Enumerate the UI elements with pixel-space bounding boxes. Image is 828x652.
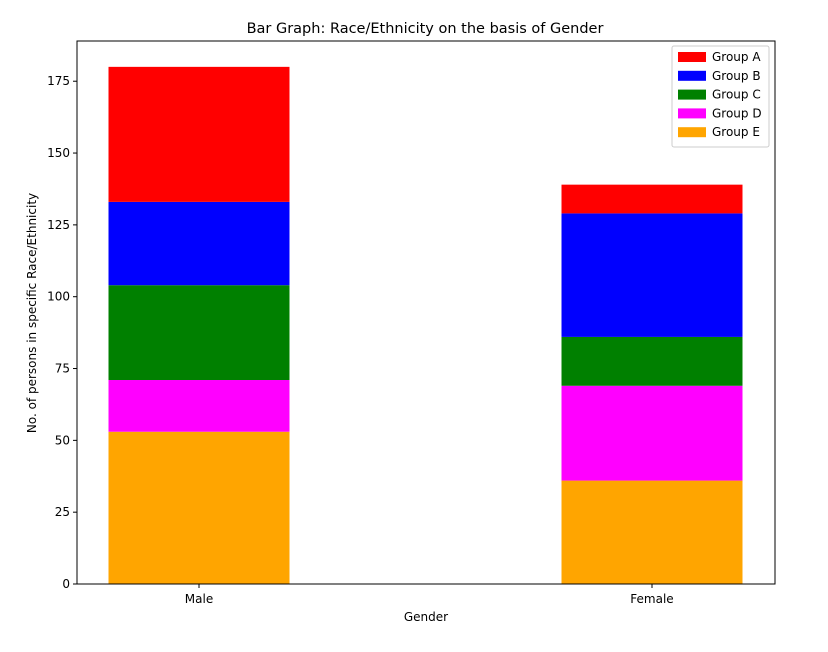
plot-area-frame bbox=[76, 40, 776, 585]
y-tick-label: 175 bbox=[47, 74, 70, 88]
legend-swatch-group-a bbox=[678, 52, 706, 62]
bar-group-c-female bbox=[561, 336, 743, 386]
legend-swatch-group-b bbox=[678, 70, 706, 81]
legend-label: Group A bbox=[712, 50, 761, 64]
legend-label: Group E bbox=[712, 125, 760, 139]
x-tick-label: Female bbox=[630, 592, 673, 606]
chart-title: Bar Graph: Race/Ethnicity on the basis o… bbox=[247, 21, 604, 37]
bar-group-d-female bbox=[561, 385, 743, 481]
x-axis-label: Gender bbox=[404, 610, 448, 624]
bar-group-b-male bbox=[108, 201, 290, 286]
x-tick-label: Male bbox=[185, 592, 213, 606]
y-tick-label: 25 bbox=[55, 505, 70, 519]
legend-swatch-group-c bbox=[678, 89, 706, 100]
y-tick-label: 100 bbox=[47, 290, 70, 304]
bar-group-e-male bbox=[108, 431, 290, 584]
y-tick-label: 75 bbox=[55, 362, 70, 376]
legend-label: Group C bbox=[712, 88, 761, 102]
bars-group bbox=[108, 66, 743, 584]
y-axis-label: No. of persons in specific Race/Ethnicit… bbox=[25, 193, 39, 433]
bar-group-c-male bbox=[108, 285, 290, 381]
y-tick-label: 150 bbox=[47, 146, 70, 160]
legend-label: Group D bbox=[712, 106, 762, 120]
bar-group-b-female bbox=[561, 213, 743, 337]
legend: Group A Group B Group C Group D Group E bbox=[671, 45, 770, 148]
y-axis: 0 25 50 75 100 125 150 175 bbox=[47, 74, 77, 591]
x-axis: Male Female bbox=[185, 584, 674, 606]
legend-swatch-group-d bbox=[678, 108, 706, 119]
bar-group-a-male bbox=[108, 66, 290, 202]
legend-swatch-group-e bbox=[678, 127, 706, 138]
y-tick-label: 125 bbox=[47, 218, 70, 232]
bar-group-d-male bbox=[108, 380, 290, 432]
y-tick-label: 50 bbox=[55, 433, 70, 447]
legend-label: Group B bbox=[712, 69, 761, 83]
bar-group-e-female bbox=[561, 480, 743, 584]
y-tick-label: 0 bbox=[62, 577, 70, 591]
bar-group-a-female bbox=[561, 184, 743, 214]
